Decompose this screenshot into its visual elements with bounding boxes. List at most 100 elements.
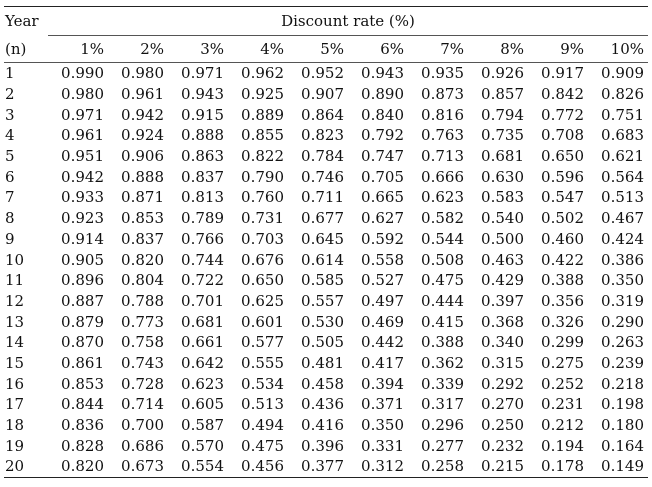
factor-cell: 0.889: [241, 105, 284, 124]
factor-cell: 0.424: [601, 229, 644, 248]
factor-cell: 0.494: [241, 416, 284, 435]
factor-cell: 0.481: [301, 353, 344, 372]
factor-cell: 0.673: [108, 456, 168, 478]
table-row: 14 0.870 0.758 0.661 0.577 0.505 0.442 0.388 0.3…: [4, 332, 648, 353]
table-row: 8 0.923 0.853 0.789 0.731 0.677 0.627 0.582 0.54…: [4, 208, 648, 229]
rate-header: 6%: [348, 35, 408, 63]
factor-cell: 0.422: [541, 250, 584, 269]
factor-cell: 0.605: [181, 395, 224, 414]
factor-cell: 0.820: [121, 250, 164, 269]
factor-cell: 0.962: [241, 64, 284, 83]
factor-cell: 0.231: [541, 395, 584, 414]
factor-cell: 0.356: [541, 291, 584, 310]
factor-cell: 0.873: [421, 85, 464, 104]
year-cell: 17: [5, 395, 25, 414]
factor-cell: 0.701: [181, 291, 224, 310]
factor-cell: 0.540: [481, 209, 524, 228]
table-header: Year Discount rate (%) (n) 1% 2% 3% 4% 5% 6% 7…: [4, 6, 648, 63]
factor-cell: 0.564: [601, 167, 644, 186]
discount-factor-table: Year Discount rate (%) (n) 1% 2% 3% 4% 5% 6% 7…: [4, 6, 648, 478]
factor-cell: 0.925: [241, 85, 284, 104]
year-cell: 7: [5, 188, 15, 207]
rate-header: 10%: [588, 35, 648, 63]
factor-cell: 0.557: [301, 291, 344, 310]
factor-cell: 0.952: [301, 64, 344, 83]
year-cell: 11: [5, 271, 25, 290]
factor-cell: 0.630: [481, 167, 524, 186]
factor-cell: 0.914: [61, 229, 104, 248]
factor-cell: 0.555: [241, 353, 284, 372]
factor-cell: 0.980: [61, 85, 104, 104]
factor-cell: 0.388: [421, 333, 464, 352]
factor-cell: 0.642: [181, 353, 224, 372]
factor-cell: 0.871: [121, 188, 164, 207]
factor-cell: 0.650: [541, 147, 584, 166]
table-row: 6 0.942 0.888 0.837 0.790 0.746 0.705 0.666 0.63…: [4, 166, 648, 187]
year-cell: 2: [5, 85, 15, 104]
factor-cell: 0.708: [541, 126, 584, 145]
factor-cell: 0.340: [481, 333, 524, 352]
factor-cell: 0.826: [601, 85, 644, 104]
year-cell: 4: [5, 126, 15, 145]
factor-cell: 0.683: [601, 126, 644, 145]
factor-cell: 0.888: [121, 167, 164, 186]
factor-cell: 0.350: [361, 416, 404, 435]
factor-cell: 0.625: [241, 291, 284, 310]
factor-cell: 0.879: [61, 312, 104, 331]
factor-cell: 0.870: [61, 333, 104, 352]
year-cell: 15: [5, 353, 25, 372]
factor-cell: 0.623: [181, 374, 224, 393]
factor-cell: 0.312: [348, 456, 408, 478]
table-row: 20 0.820 0.673 0.554 0.456 0.377 0.312 0.258 0.2…: [4, 456, 648, 478]
factor-cell: 0.627: [361, 209, 404, 228]
factor-cell: 0.907: [301, 85, 344, 104]
factor-cell: 0.467: [601, 209, 644, 228]
table-row: 18 0.836 0.700 0.587 0.494 0.416 0.350 0.296 0.2…: [4, 415, 648, 436]
factor-cell: 0.700: [121, 416, 164, 435]
rate-header: 5%: [288, 35, 348, 63]
factor-cell: 0.743: [121, 353, 164, 372]
factor-cell: 0.456: [228, 456, 288, 478]
table-row: 5 0.951 0.906 0.863 0.822 0.784 0.747 0.713 0.68…: [4, 146, 648, 167]
factor-cell: 0.592: [361, 229, 404, 248]
factor-cell: 0.212: [541, 416, 584, 435]
year-cell: 16: [5, 374, 25, 393]
factor-cell: 0.943: [361, 64, 404, 83]
factor-cell: 0.813: [181, 188, 224, 207]
factor-cell: 0.942: [121, 105, 164, 124]
factor-cell: 0.837: [121, 229, 164, 248]
factor-cell: 0.863: [181, 147, 224, 166]
factor-cell: 0.836: [61, 416, 104, 435]
factor-cell: 0.299: [541, 333, 584, 352]
factor-cell: 0.676: [241, 250, 284, 269]
factor-cell: 0.763: [421, 126, 464, 145]
factor-cell: 0.513: [601, 188, 644, 207]
table-row: 9 0.914 0.837 0.766 0.703 0.645 0.592 0.544 0.50…: [4, 229, 648, 250]
factor-cell: 0.746: [301, 167, 344, 186]
factor-cell: 0.500: [481, 229, 524, 248]
table-row: 4 0.961 0.924 0.888 0.855 0.823 0.792 0.763 0.73…: [4, 125, 648, 146]
factor-cell: 0.436: [301, 395, 344, 414]
factor-cell: 0.923: [61, 209, 104, 228]
factor-cell: 0.270: [481, 395, 524, 414]
factor-cell: 0.665: [361, 188, 404, 207]
year-cell: 8: [5, 209, 15, 228]
factor-cell: 0.861: [61, 353, 104, 372]
factor-cell: 0.469: [361, 312, 404, 331]
factor-cell: 0.751: [601, 105, 644, 124]
factor-cell: 0.596: [541, 167, 584, 186]
year-header: Year: [4, 6, 48, 36]
table-body: 1 0.990 0.980 0.971 0.962 0.952 0.943 0.935 0.92…: [4, 63, 648, 478]
factor-cell: 0.890: [361, 85, 404, 104]
factor-cell: 0.686: [121, 436, 164, 455]
table-row: 7 0.933 0.871 0.813 0.760 0.711 0.665 0.623 0.58…: [4, 187, 648, 208]
factor-cell: 0.198: [601, 395, 644, 414]
year-cell: 14: [5, 333, 25, 352]
factor-cell: 0.508: [421, 250, 464, 269]
factor-cell: 0.585: [301, 271, 344, 290]
rate-header: 3%: [168, 35, 228, 63]
factor-cell: 0.180: [601, 416, 644, 435]
factor-cell: 0.215: [468, 456, 528, 478]
factor-cell: 0.396: [301, 436, 344, 455]
table-row: 13 0.879 0.773 0.681 0.601 0.530 0.469 0.415 0.3…: [4, 311, 648, 332]
